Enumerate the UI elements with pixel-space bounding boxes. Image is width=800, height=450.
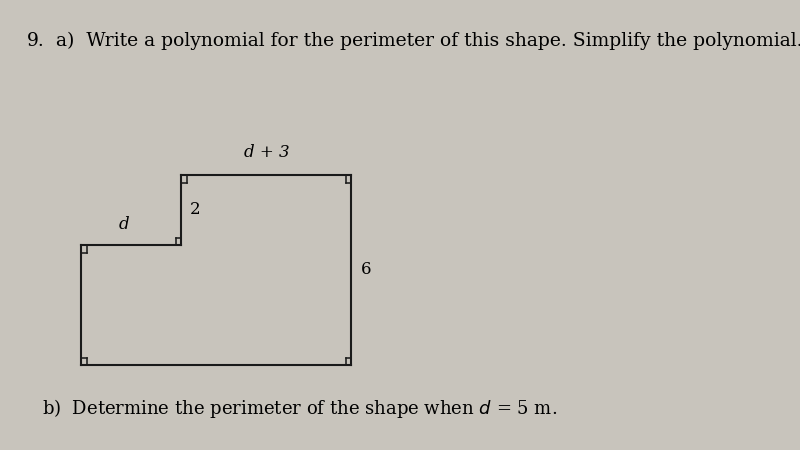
Text: 2: 2	[190, 202, 201, 219]
Text: 9.: 9.	[27, 32, 45, 50]
Text: d: d	[118, 216, 129, 233]
Text: d + 3: d + 3	[243, 144, 289, 161]
Text: a)  Write a polynomial for the perimeter of this shape. Simplify the polynomial.: a) Write a polynomial for the perimeter …	[55, 32, 800, 50]
Text: 6: 6	[361, 261, 371, 279]
Text: b)  Determine the perimeter of the shape when $d$ = 5 m.: b) Determine the perimeter of the shape …	[42, 396, 558, 419]
